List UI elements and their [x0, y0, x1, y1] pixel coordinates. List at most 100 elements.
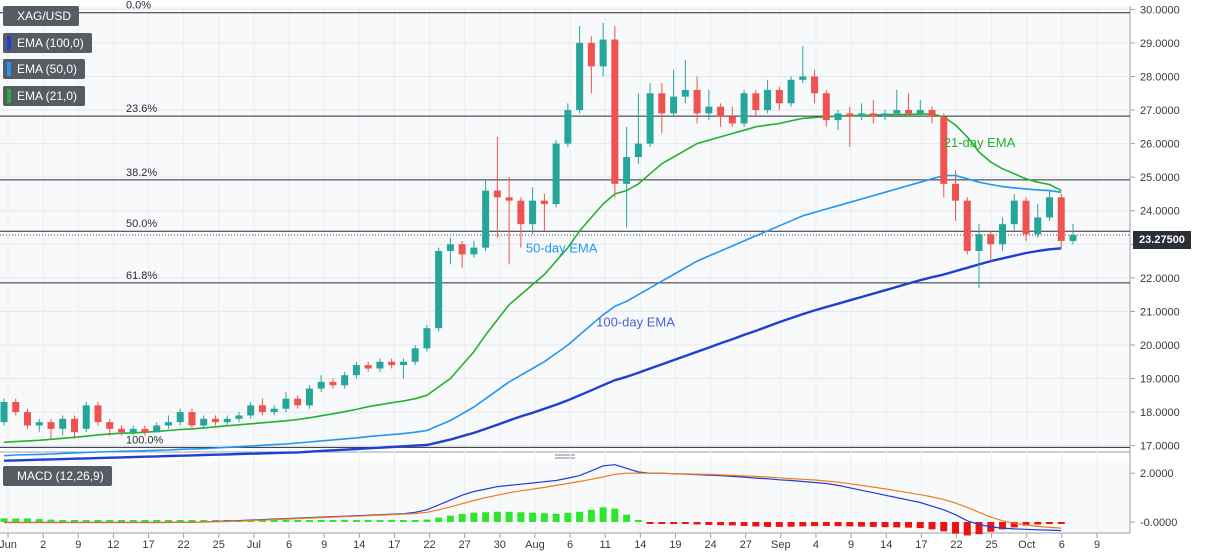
candle-body: [611, 39, 619, 184]
macd-histogram-bar: [82, 520, 90, 523]
fibonacci-label: 61.8%: [126, 270, 157, 282]
annotation-50-day-ema: 50-day EMA: [526, 241, 598, 256]
macd-histogram-bar: [681, 522, 689, 525]
date-tick-label: 14: [880, 539, 892, 551]
candle-body: [728, 116, 736, 124]
price-tick-label: 22.0000: [1140, 273, 1180, 285]
candle-down: [728, 106, 736, 127]
candle-body: [752, 93, 760, 111]
candle-body: [1034, 217, 1042, 235]
date-tick-label: 9: [321, 539, 327, 551]
macd-histogram-bar: [646, 522, 654, 525]
candle-body: [623, 157, 631, 184]
date-tick-label: 9: [1094, 539, 1100, 551]
candle-body: [141, 428, 149, 433]
macd-histogram-bar: [869, 522, 877, 527]
candle-down: [1057, 193, 1065, 248]
candle-body: [787, 79, 795, 104]
macd-histogram-bar: [623, 514, 631, 523]
macd-histogram-bar: [858, 522, 866, 527]
candle-down: [752, 89, 760, 117]
macd-histogram-bar: [141, 520, 149, 523]
macd-histogram-bar: [341, 520, 349, 523]
macd-histogram-bar: [129, 520, 137, 523]
macd-histogram-bar: [658, 522, 666, 525]
price-tick-label: 24.0000: [1140, 206, 1180, 218]
candle-down: [952, 170, 960, 221]
macd-histogram-bar: [12, 518, 20, 523]
candle-down: [47, 418, 55, 439]
candle-body: [799, 76, 807, 80]
macd-histogram-bar: [35, 519, 43, 523]
date-tick-label: Jul: [247, 539, 261, 551]
candle-up: [623, 126, 631, 228]
candle-down: [658, 83, 666, 134]
date-tick-label: 24: [704, 539, 716, 551]
candle-body: [106, 422, 114, 429]
ema50-swatch: [7, 62, 11, 76]
date-tick-label: 14: [634, 539, 646, 551]
candle-up: [552, 140, 560, 208]
candle-body: [317, 381, 325, 389]
candle-up: [376, 358, 384, 372]
date-tick-label: 2: [40, 539, 46, 551]
macd-histogram-bar: [0, 518, 8, 523]
macd-histogram-bar: [999, 522, 1007, 530]
candle-up: [1069, 224, 1077, 245]
candle-body: [740, 93, 748, 124]
candle-up: [482, 180, 490, 251]
macd-histogram-bar: [905, 522, 913, 528]
candle-down: [188, 408, 196, 429]
legend-symbol[interactable]: XAG/USD: [3, 6, 80, 26]
macd-histogram-bar: [599, 507, 607, 523]
candle-body: [670, 96, 678, 114]
candle-up: [153, 422, 161, 433]
legend-macd[interactable]: MACD (12,26,9): [3, 466, 112, 486]
legend-ema21[interactable]: EMA (21,0): [3, 86, 86, 106]
legend-ema100[interactable]: EMA (100,0): [3, 33, 92, 53]
macd-histogram-bar: [47, 519, 55, 523]
date-tick-label: 9: [848, 539, 854, 551]
fibonacci-label: 100.0%: [126, 434, 164, 446]
candle-body: [470, 247, 478, 255]
candle-down: [388, 358, 396, 369]
candle-body: [1057, 197, 1065, 241]
date-tick-label: 22: [178, 539, 190, 551]
macd-histogram-bar: [611, 508, 619, 523]
candle-body: [376, 361, 384, 369]
candle-body: [329, 381, 337, 386]
legend-ema50[interactable]: EMA (50,0): [3, 59, 86, 79]
macd-histogram-bar: [587, 509, 595, 523]
candle-down: [905, 93, 913, 117]
candle-body: [587, 42, 595, 67]
candle-down: [611, 26, 619, 198]
candle-down: [587, 36, 595, 94]
candle-up: [247, 402, 255, 419]
candle-down: [364, 361, 372, 372]
panel-resize-handle[interactable]: [555, 454, 575, 459]
candle-body: [552, 143, 560, 205]
macd-histogram-bar: [799, 522, 807, 527]
candle-up: [881, 110, 889, 121]
macd-histogram-bar: [893, 522, 901, 528]
candle-body: [411, 348, 419, 362]
candle-body: [211, 418, 219, 423]
candle-up: [129, 425, 137, 436]
date-tick-label: 17: [142, 539, 154, 551]
candle-up: [599, 22, 607, 77]
date-tick-label: 17: [388, 539, 400, 551]
candle-up: [529, 187, 537, 235]
macd-histogram-bar: [305, 520, 313, 523]
candle-down: [23, 408, 31, 429]
macd-histogram-bar: [423, 519, 431, 523]
candle-body: [59, 418, 67, 429]
macd-histogram-bar: [411, 520, 419, 523]
candle-body: [893, 110, 901, 114]
candle-body: [200, 418, 208, 426]
macd-histogram-bar: [576, 511, 584, 523]
date-tick-label: 9: [75, 539, 81, 551]
candle-body: [270, 408, 278, 413]
macd-histogram-bar: [775, 522, 783, 527]
candle-body: [717, 106, 725, 117]
